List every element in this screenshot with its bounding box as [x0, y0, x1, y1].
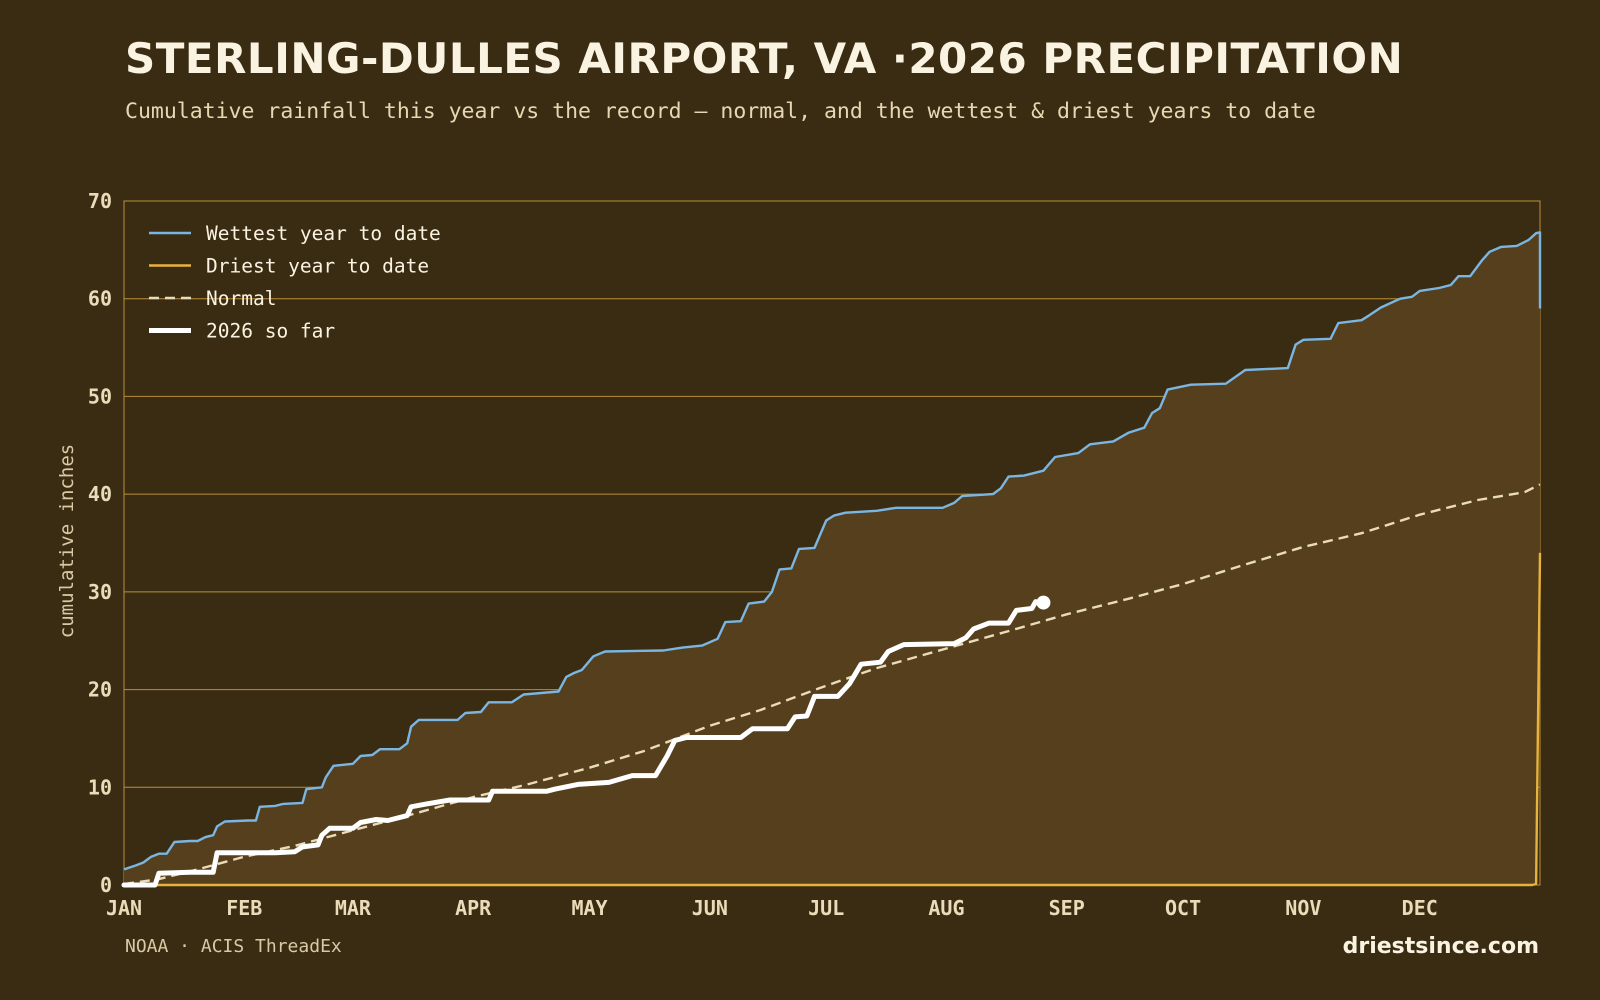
x-tick-sep: SEP: [1049, 896, 1085, 920]
series-line-wettest: [123, 231, 1542, 871]
y-axis-label: cumulative inches: [56, 444, 78, 638]
legend-label-wettest: Wettest year to date: [206, 222, 441, 245]
series-layer: [121, 231, 1542, 888]
fill-layer: [124, 232, 1540, 886]
y-tick-50: 50: [88, 384, 112, 408]
series-line-normal: [123, 483, 1541, 886]
current-day-marker: [1036, 595, 1051, 610]
y-tick-70: 70: [88, 189, 112, 213]
chart-subtitle: Cumulative rainfall this year vs the rec…: [125, 99, 1316, 124]
axis-layer: 0 10 20 30 40 50 60 70 JAN FEB MAR APR MAY JUN JUL AUG S…: [88, 189, 1438, 920]
y-tick-10: 10: [88, 775, 112, 799]
y-tick-20: 20: [88, 678, 112, 702]
x-tick-nov: NOV: [1285, 896, 1321, 920]
x-tick-oct: OCT: [1165, 896, 1201, 920]
x-tick-jan: JAN: [106, 896, 142, 920]
site-brand: driestsince.com: [1342, 934, 1539, 959]
source-credit: NOAA · ACIS ThreadEx: [125, 936, 342, 957]
legend-label-normal: Normal: [206, 287, 276, 310]
y-tick-0: 0: [100, 873, 112, 897]
x-tick-jul: JUL: [808, 896, 844, 920]
x-tick-aug: AUG: [928, 896, 964, 920]
y-tick-60: 60: [88, 287, 112, 311]
x-tick-mar: MAR: [335, 896, 372, 920]
x-tick-dec: DEC: [1402, 896, 1438, 920]
y-tick-30: 30: [88, 580, 112, 604]
x-tick-jun: JUN: [692, 896, 728, 920]
series-line-current: [121, 599, 1039, 888]
x-tick-may: MAY: [571, 896, 607, 920]
chart-title: STERLING-DULLES AIRPORT, VA ·2026 PRECIP…: [125, 34, 1404, 83]
series-line-driest: [124, 552, 1542, 887]
legend-label-driest: Driest year to date: [206, 255, 429, 278]
y-tick-40: 40: [88, 482, 112, 506]
legend: Wettest year to date Driest year to date N…: [149, 222, 441, 343]
legend-label-current: 2026 so far: [206, 320, 335, 343]
record-range-band: [124, 232, 1540, 886]
x-tick-feb: FEB: [226, 896, 262, 920]
x-tick-apr: APR: [455, 896, 492, 920]
